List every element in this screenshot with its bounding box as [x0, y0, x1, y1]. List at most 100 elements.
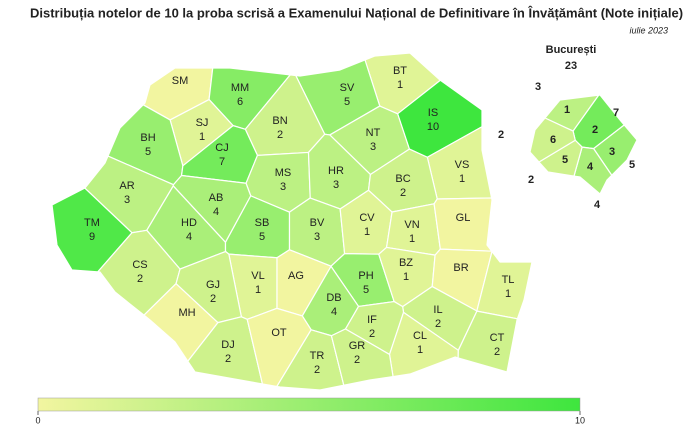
county-value: 2 [369, 328, 375, 340]
county-code: MM [231, 82, 249, 94]
county-code: CT [490, 332, 505, 344]
county-code: BZ [399, 257, 413, 269]
county-code: TM [84, 217, 100, 229]
county-code: BV [310, 217, 325, 229]
county-value: 3 [124, 194, 130, 206]
county-code: MS [275, 167, 292, 179]
county-value: 5 [363, 284, 369, 296]
county-value: 1 [255, 284, 261, 296]
county [187, 316, 264, 385]
county-code: DB [326, 292, 341, 304]
county-code: MH [178, 307, 195, 319]
county-code: SJ [196, 117, 209, 129]
county-code: HD [181, 217, 197, 229]
county-code: TR [310, 350, 325, 362]
bucharest-name: București [546, 44, 597, 56]
sector [593, 124, 638, 176]
county-code: SB [255, 217, 270, 229]
county-code: IS [428, 107, 438, 119]
county-value: 5 [145, 146, 151, 158]
county-value: 2 [225, 353, 231, 365]
county [330, 328, 394, 386]
bucharest-total: 23 [565, 60, 577, 72]
county-code: AB [209, 192, 224, 204]
county-code: SV [340, 82, 355, 94]
county-code: GL [456, 212, 471, 224]
sector-number: 4 [587, 161, 594, 173]
county-value: 2 [400, 187, 406, 199]
sector-number: 1 [564, 104, 570, 116]
county-code: IF [367, 314, 377, 326]
county-value: 10 [427, 121, 439, 133]
county-value: 1 [397, 79, 403, 91]
county-code: TL [502, 274, 515, 286]
county-code: SM [172, 75, 189, 87]
title: Distribuția notelor de 10 la proba scris… [30, 5, 683, 20]
county-value: 5 [344, 96, 350, 108]
county-value: 1 [417, 344, 423, 356]
county-value: 1 [505, 288, 511, 300]
county-value: 1 [459, 173, 465, 185]
colorbar [37, 397, 581, 412]
sector-value: 7 [613, 107, 619, 119]
sector-value: 2 [498, 129, 504, 141]
sector [529, 117, 576, 163]
county-code: VL [251, 270, 264, 282]
sector-value: 5 [629, 159, 635, 171]
county-value: 1 [199, 131, 205, 143]
county-code: OT [271, 327, 287, 339]
county-value: 3 [314, 231, 320, 243]
county-code: AR [119, 180, 134, 192]
county-value: 2 [277, 129, 283, 141]
county-code: VN [404, 219, 419, 231]
county-code: DJ [221, 339, 234, 351]
subtitle: iulie 2023 [629, 25, 668, 35]
county-code: VS [455, 159, 470, 171]
county-value: 7 [219, 156, 225, 168]
county-code: AG [288, 270, 304, 282]
county-value: 2 [435, 318, 441, 330]
colorbar-tick-label: 10 [575, 415, 585, 425]
sector-value: 2 [528, 174, 534, 186]
sector-value: 4 [594, 199, 601, 211]
sector [573, 146, 613, 195]
county-code: NT [366, 127, 381, 139]
county-value: 2 [210, 293, 216, 305]
county-code: IL [433, 304, 442, 316]
county-code: GR [349, 340, 366, 352]
county [457, 310, 519, 373]
county-value: 2 [314, 364, 320, 376]
county-value: 2 [494, 346, 500, 358]
county-code: CV [359, 212, 375, 224]
county-value: 1 [409, 233, 415, 245]
county-value: 1 [364, 226, 370, 238]
sector-number: 5 [562, 154, 568, 166]
sector-value: 3 [535, 81, 541, 93]
sector-number: 6 [550, 134, 556, 146]
county [433, 197, 493, 252]
county-code: CS [132, 259, 147, 271]
county-value: 5 [259, 231, 265, 243]
county-value: 2 [137, 273, 143, 285]
county-code: BH [140, 132, 155, 144]
county-value: 2 [354, 354, 360, 366]
county-value: 3 [370, 141, 376, 153]
county-code: CL [413, 330, 427, 342]
sector-number: 3 [609, 146, 615, 158]
county-value: 9 [89, 231, 95, 243]
county-value: 4 [186, 231, 192, 243]
county-code: BC [395, 173, 410, 185]
county-value: 4 [213, 206, 219, 218]
county-code: GJ [206, 279, 220, 291]
county-value: 1 [403, 271, 409, 283]
county-code: PH [358, 270, 373, 282]
county-value: 4 [331, 306, 337, 318]
county-code: BR [453, 262, 468, 274]
county-value: 3 [333, 179, 339, 191]
county-code: BT [393, 65, 407, 77]
county-code: HR [328, 165, 344, 177]
colorbar-tick-label: 0 [35, 415, 40, 425]
sector-number: 2 [592, 124, 598, 136]
county-code: CJ [215, 142, 228, 154]
